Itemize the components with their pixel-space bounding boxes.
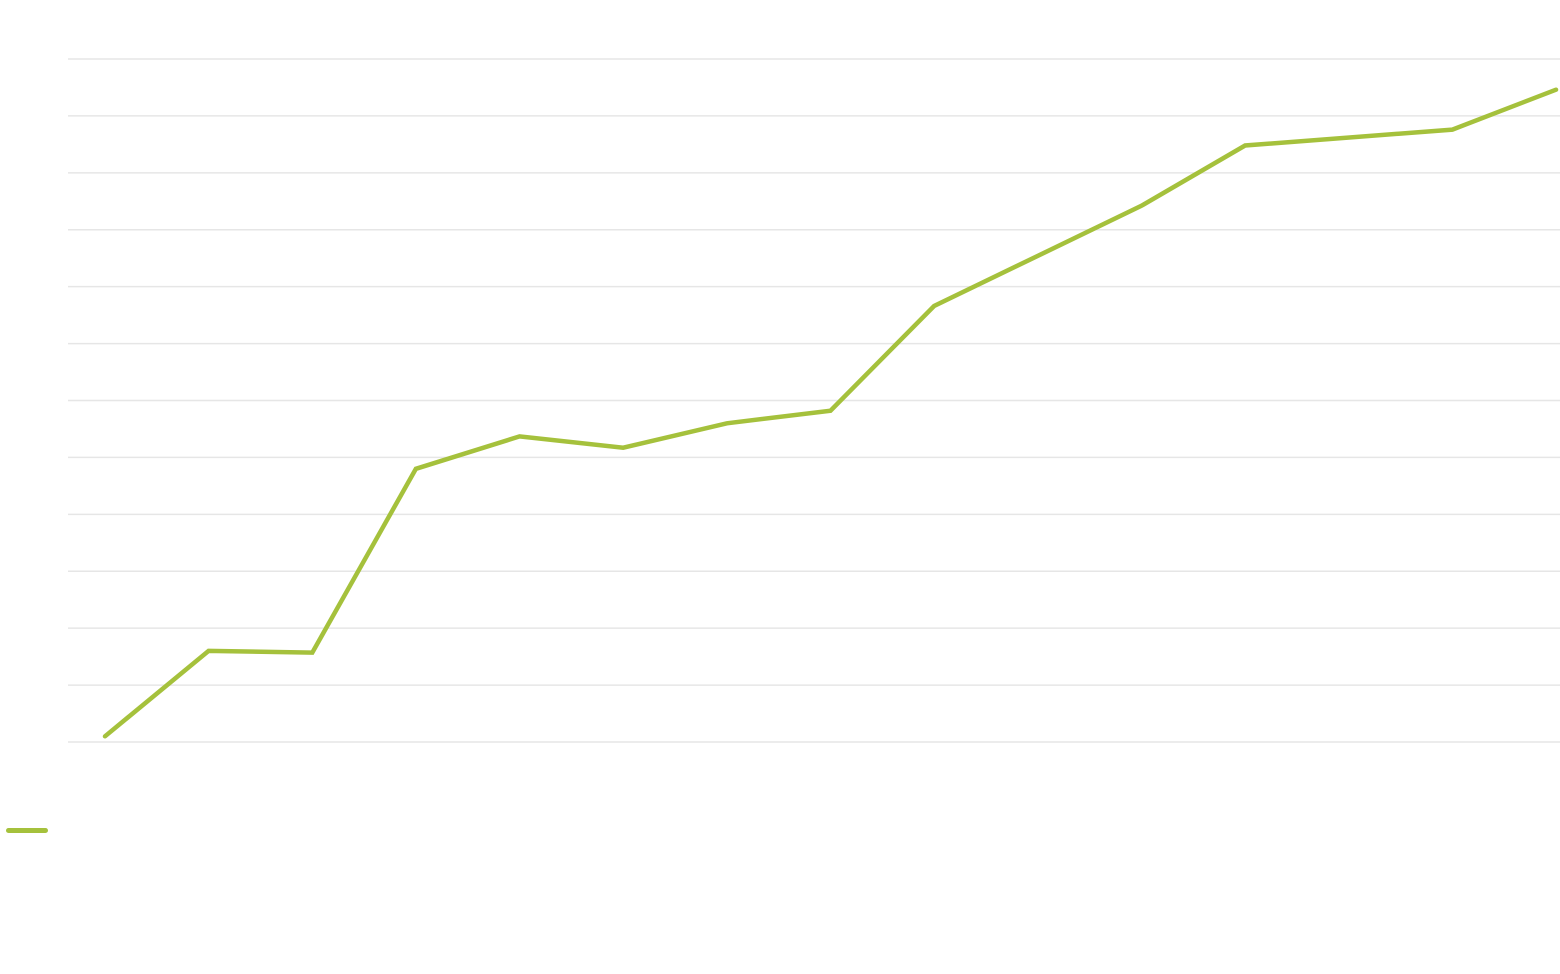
series-line-1 [102, 87, 1559, 739]
legend-swatch-series-1 [6, 828, 48, 833]
series-lines [102, 87, 1559, 739]
gridlines [68, 58, 1560, 743]
legend[interactable] [6, 828, 58, 833]
